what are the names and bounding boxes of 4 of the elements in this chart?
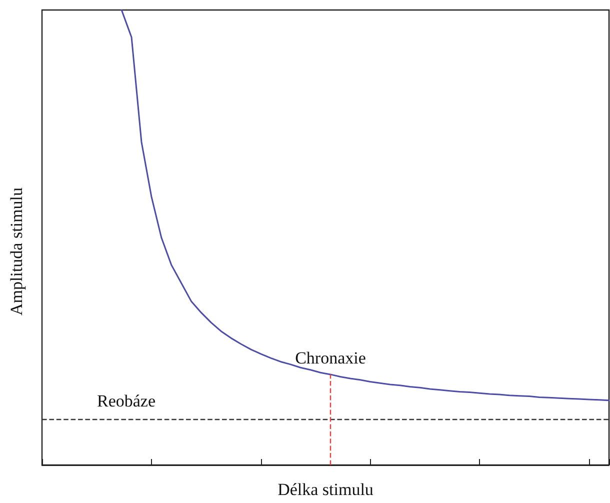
x-axis-title: Délka stimulu <box>278 480 374 499</box>
ref-line-label: Reobáze <box>97 392 156 410</box>
y-axis-title: Amplituda stimulu <box>7 187 26 316</box>
annotation: Chronaxie <box>295 348 366 368</box>
